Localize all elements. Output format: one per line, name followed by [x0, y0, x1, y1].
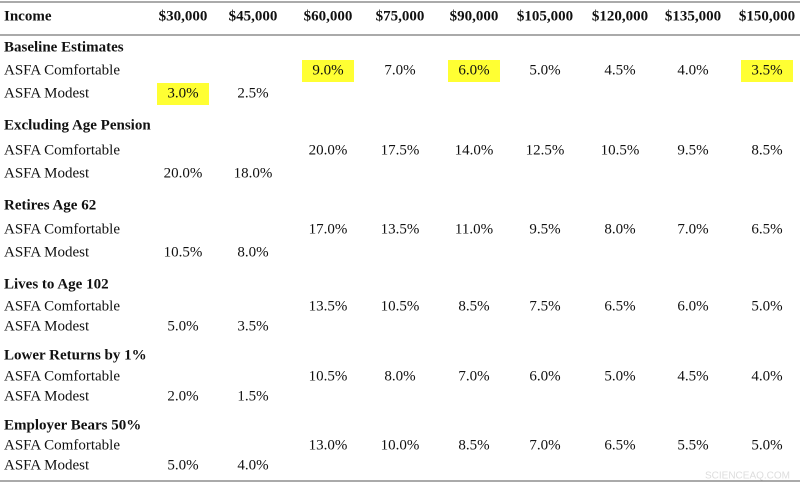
- cell-value: 10.5%: [164, 244, 203, 260]
- row-label: ASFA Modest: [4, 165, 90, 181]
- cell-value: 1.5%: [237, 388, 268, 404]
- cell-value: 4.0%: [751, 368, 782, 384]
- row-label: ASFA Modest: [4, 388, 90, 404]
- column-header: $105,000: [517, 8, 573, 24]
- cell-value: 5.0%: [751, 437, 782, 453]
- highlight: [741, 60, 793, 82]
- cell-value: 5.0%: [604, 368, 635, 384]
- cell-value: 8.5%: [751, 142, 782, 158]
- highlight: [302, 60, 354, 82]
- cell-value: 8.0%: [237, 244, 268, 260]
- cell-value: 6.5%: [604, 437, 635, 453]
- cell-value: 5.0%: [167, 318, 198, 334]
- cell-value: 10.5%: [309, 368, 348, 384]
- cell-value: 2.0%: [167, 388, 198, 404]
- cell-value: 5.0%: [529, 62, 560, 78]
- cell-value: 8.0%: [384, 368, 415, 384]
- section-title: Lower Returns by 1%: [4, 347, 147, 363]
- column-header: $120,000: [592, 8, 648, 24]
- cell-value: 11.0%: [455, 221, 493, 237]
- section-title: Retires Age 62: [4, 197, 96, 213]
- cell-value: 13.5%: [309, 298, 348, 314]
- row-label: ASFA Comfortable: [4, 298, 120, 314]
- cell-value: 4.5%: [604, 62, 635, 78]
- cell-value: 8.0%: [604, 221, 635, 237]
- cell-value: 4.5%: [677, 368, 708, 384]
- cell-value: 9.5%: [529, 221, 560, 237]
- cell-value: 6.0%: [458, 62, 489, 78]
- row-label: ASFA Modest: [4, 85, 90, 101]
- cell-value: 5.5%: [677, 437, 708, 453]
- cell-value: 2.5%: [237, 85, 268, 101]
- cell-value: 7.0%: [677, 221, 708, 237]
- cell-value: 17.5%: [381, 142, 420, 158]
- highlight: [157, 83, 209, 105]
- section-title: Employer Bears 50%: [4, 417, 141, 433]
- cell-value: 20.0%: [164, 165, 203, 181]
- cell-value: 17.0%: [309, 221, 348, 237]
- cell-value: 9.5%: [677, 142, 708, 158]
- column-header: $60,000: [304, 8, 353, 24]
- column-header: $135,000: [665, 8, 721, 24]
- row-label: ASFA Comfortable: [4, 221, 120, 237]
- highlight: [448, 60, 500, 82]
- cell-value: 3.5%: [237, 318, 268, 334]
- row-label: ASFA Modest: [4, 244, 90, 260]
- cell-value: 12.5%: [526, 142, 565, 158]
- cell-value: 7.0%: [458, 368, 489, 384]
- cell-value: 13.0%: [309, 437, 348, 453]
- column-header: $30,000: [159, 8, 208, 24]
- cell-value: 8.5%: [458, 437, 489, 453]
- cell-value: 18.0%: [234, 165, 273, 181]
- cell-value: 7.5%: [529, 298, 560, 314]
- cell-value: 5.0%: [167, 457, 198, 473]
- column-header: $150,000: [739, 8, 795, 24]
- cell-value: 6.5%: [604, 298, 635, 314]
- column-header: $90,000: [450, 8, 499, 24]
- cell-value: 14.0%: [455, 142, 494, 158]
- cell-value: 10.5%: [601, 142, 640, 158]
- cell-value: 4.0%: [237, 457, 268, 473]
- row-label: ASFA Comfortable: [4, 142, 120, 158]
- column-header: Income: [4, 8, 52, 24]
- section-title: Lives to Age 102: [4, 276, 109, 292]
- cell-value: 6.0%: [529, 368, 560, 384]
- cell-value: 8.5%: [458, 298, 489, 314]
- cell-value: 20.0%: [309, 142, 348, 158]
- cell-value: 9.0%: [312, 62, 343, 78]
- row-label: ASFA Modest: [4, 318, 90, 334]
- watermark: SCIENCEAQ.COM: [705, 471, 790, 482]
- cell-value: 7.0%: [529, 437, 560, 453]
- column-header: $45,000: [229, 8, 278, 24]
- cell-value: 4.0%: [677, 62, 708, 78]
- section-title: Baseline Estimates: [4, 39, 124, 55]
- cell-value: 10.0%: [381, 437, 420, 453]
- cell-value: 3.0%: [167, 85, 198, 101]
- column-header: $75,000: [376, 8, 425, 24]
- row-label: ASFA Comfortable: [4, 368, 120, 384]
- section-title: Excluding Age Pension: [4, 117, 151, 133]
- cell-value: 6.0%: [677, 298, 708, 314]
- cell-value: 3.5%: [751, 62, 782, 78]
- cell-value: 13.5%: [381, 221, 420, 237]
- cell-value: 7.0%: [384, 62, 415, 78]
- cell-value: 6.5%: [751, 221, 782, 237]
- row-label: ASFA Comfortable: [4, 62, 120, 78]
- row-label: ASFA Modest: [4, 457, 90, 473]
- cell-value: 10.5%: [381, 298, 420, 314]
- row-label: ASFA Comfortable: [4, 437, 120, 453]
- cell-value: 5.0%: [751, 298, 782, 314]
